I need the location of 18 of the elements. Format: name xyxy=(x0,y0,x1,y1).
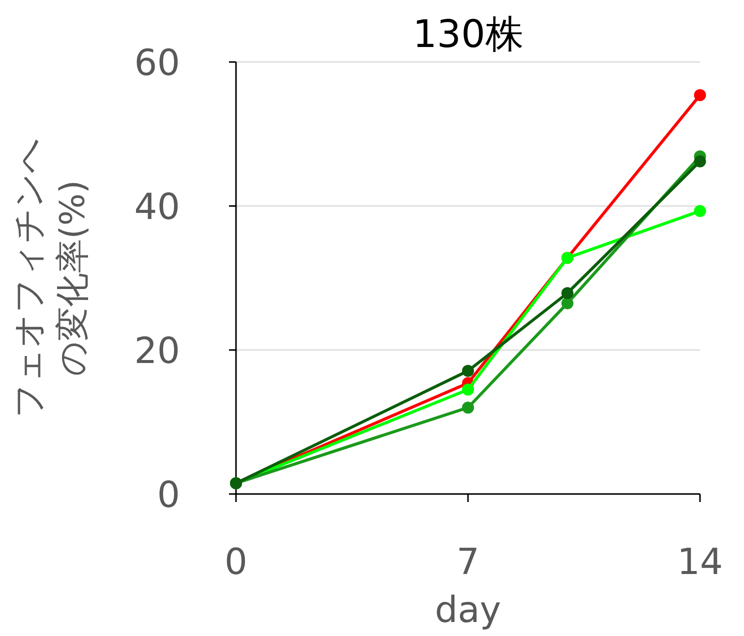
point xyxy=(462,402,474,414)
point xyxy=(561,287,574,300)
point xyxy=(694,89,706,102)
x-tick-label: 7 xyxy=(456,542,480,583)
point xyxy=(462,384,474,396)
y-tick-label: 0 xyxy=(157,475,180,516)
point xyxy=(694,205,706,218)
y-tick-label: 20 xyxy=(134,331,180,372)
point xyxy=(694,155,706,168)
point xyxy=(561,297,574,310)
y-tick-label: 60 xyxy=(134,43,180,84)
x-axis-title: day xyxy=(434,590,502,631)
chart-title: 130株 xyxy=(412,12,524,56)
x-tick-label: 14 xyxy=(677,542,723,583)
y-axis-title: フェオフィチンへの変化率(%) xyxy=(9,138,93,418)
x-tick-label: 0 xyxy=(224,542,248,583)
point xyxy=(462,364,474,377)
y-tick-label: 40 xyxy=(134,187,180,228)
